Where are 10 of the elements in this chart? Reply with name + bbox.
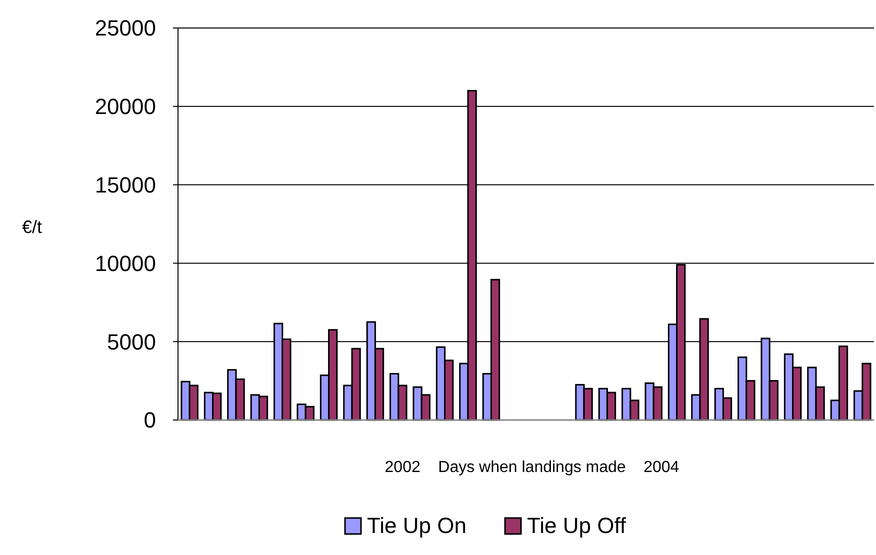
y-tick-label: 10000 (94, 250, 156, 276)
y-axis-title: €/t (22, 216, 42, 237)
x-axis-title: 2002 Days when landings made 2004 (384, 459, 680, 476)
y-tick-label: 25000 (94, 16, 156, 41)
y-tick-label: 15000 (94, 172, 156, 198)
y-tick-label: 0 (144, 408, 156, 433)
y-tick-label: 5000 (107, 329, 156, 354)
y-tick-label: 20000 (94, 94, 156, 120)
legend-label: Tie Up On (367, 513, 466, 538)
legend-label: Tie Up Off (527, 513, 627, 538)
